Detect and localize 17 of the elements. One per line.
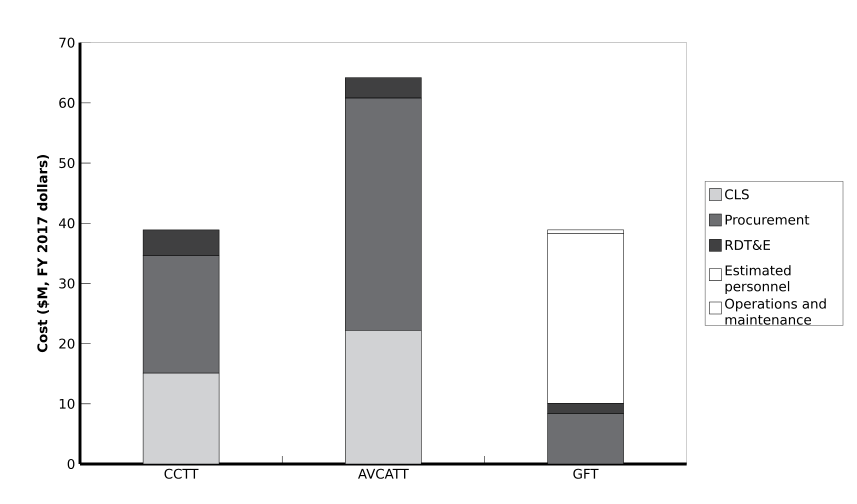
legend-label: Operations and maintenance [725, 298, 826, 325]
y-tick-label: 50 [59, 158, 74, 168]
y-tick-label: 60 [59, 98, 74, 108]
legend-label: Estimated personnel [726, 265, 790, 294]
x-tick-label: GFT [573, 468, 599, 479]
y-tick-label: 0 [68, 458, 74, 470]
legend-label: CLS [725, 189, 749, 200]
legend-label: RDT&E [726, 240, 770, 250]
legend-label: Procurement [726, 214, 810, 225]
y-tick-label: 30 [59, 278, 74, 288]
y-tick-label: 70 [59, 38, 74, 48]
y-tick-label: 20 [59, 338, 74, 349]
y-tick-label: 40 [58, 218, 74, 228]
y-tick-label: 10 [60, 398, 74, 409]
x-tick-label: AVCATT [358, 468, 409, 479]
x-tick-label: CCTT [164, 468, 199, 479]
y-axis-title: Cost ($M, FY 2017 dollars) [37, 155, 50, 352]
